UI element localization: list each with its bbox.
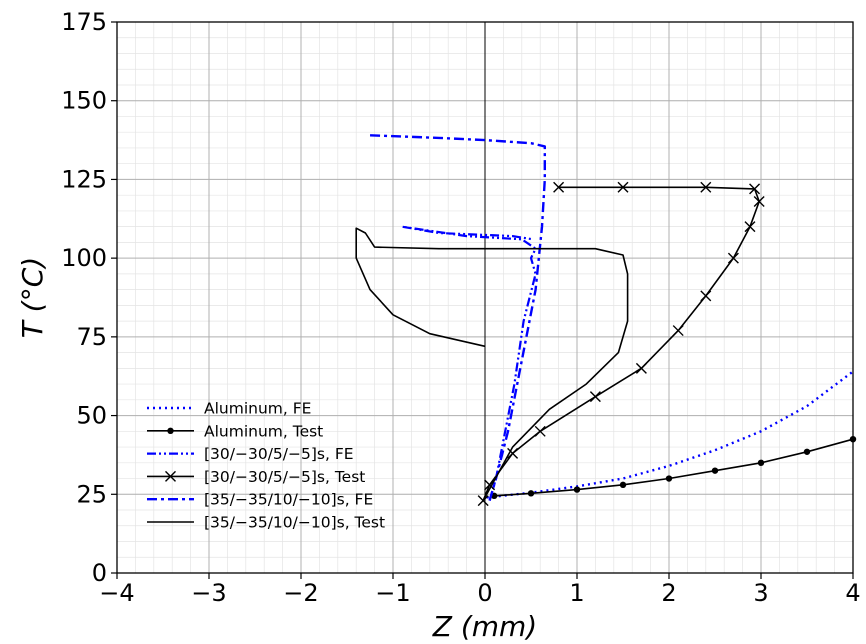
legend-item: Aluminum, Test [147,422,323,440]
y-tick-label: 150 [61,87,107,115]
y-tick-label: 100 [61,244,107,272]
data-point [619,481,627,489]
data-point [167,427,174,434]
legend-item: Aluminum, FE [147,400,311,418]
series-1 [486,370,854,499]
data-point [665,475,673,482]
data-point [165,470,176,482]
series-5 [369,134,546,501]
legend-item: [30/−30/5/−5]s, FE [147,445,354,463]
series-line [486,370,854,499]
series-line [355,227,629,498]
y-tick-label: 25 [76,480,107,508]
legend-item: [35/−35/10/−10]s, FE [147,491,373,509]
data-point [507,447,519,459]
series-line [369,134,546,501]
data-point [753,195,765,207]
series-6 [355,227,629,498]
x-tick-label: 1 [569,579,584,607]
data-point [477,495,489,507]
data-point [711,467,719,474]
data-point [527,490,535,497]
data-point [727,252,739,264]
data-point [617,181,629,193]
series-3 [401,225,537,501]
data-point [749,183,761,195]
data-point [757,459,765,466]
data-point [744,221,756,233]
legend-label: Aluminum, Test [204,422,323,440]
legend-label: [30/−30/5/−5]s, FE [204,445,354,463]
series-2 [491,435,857,500]
legend-item: [35/−35/10/−10]s, Test [147,514,385,532]
legend-label: Aluminum, FE [204,400,311,418]
data-point [589,391,601,403]
legend-label: [30/−30/5/−5]s, Test [204,468,365,486]
x-axis-label: Z (mm) [432,610,537,643]
x-tick-label: −2 [283,579,318,607]
y-tick-label: 0 [92,559,107,587]
y-axis-label: T (°C) [16,257,49,338]
legend-label: [35/−35/10/−10]s, FE [204,491,373,509]
y-tick-label: 125 [61,165,107,193]
legend-label: [35/−35/10/−10]s, Test [204,514,385,532]
data-point [700,290,712,302]
x-tick-label: 3 [753,579,768,607]
x-tick-label: −4 [99,579,134,607]
x-tick-label: 0 [477,579,492,607]
data-point [803,448,811,455]
ticks-layer: −4 −3 −2 −1 0 1 2 3 4 0 25 50 75 100 125 150 175 [61,8,860,607]
data-point [573,486,581,493]
series-line [401,225,537,501]
data-point [534,425,546,437]
data-point [635,362,647,374]
y-tick-label: 75 [76,323,107,351]
series-layer [355,134,857,507]
legend-item: [30/−30/5/−5]s, Test [147,468,365,486]
y-tick-label: 50 [76,402,107,430]
data-point [672,325,684,337]
x-tick-label: 4 [845,579,860,607]
legend: Aluminum, FE Aluminum, Test [30/−30/5/−5]s… [147,400,385,532]
data-point [553,181,565,193]
x-tick-label: −1 [375,579,410,607]
series-4 [477,181,765,507]
y-tick-label: 175 [61,8,107,36]
x-tick-label: −3 [191,579,226,607]
data-point [700,181,712,193]
x-tick-label: 2 [661,579,676,607]
